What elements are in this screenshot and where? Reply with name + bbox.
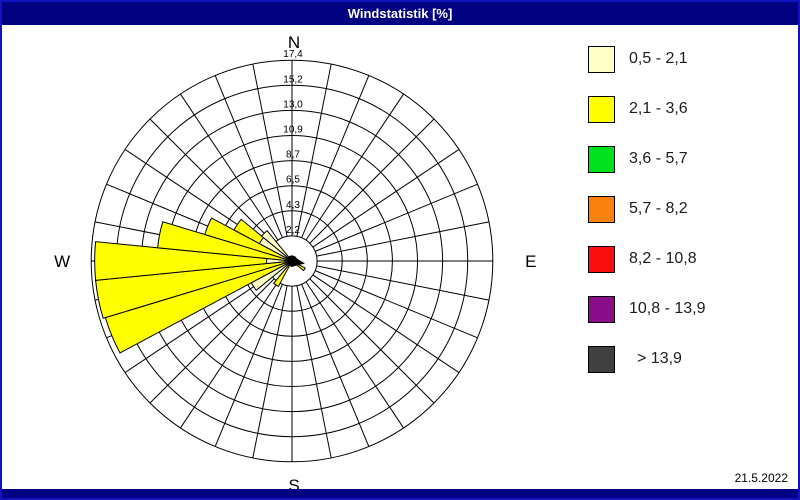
grid-spoke — [305, 93, 404, 241]
center-pointer-icon — [291, 255, 305, 267]
footer-bar — [2, 489, 798, 498]
grid-spoke — [149, 278, 275, 404]
legend-color-swatch — [588, 346, 615, 373]
grid-spoke — [296, 63, 332, 237]
grid-spoke — [301, 75, 370, 239]
windrose-bar-segment — [204, 217, 293, 262]
grid-spoke — [312, 149, 460, 248]
grid-spoke — [309, 278, 435, 404]
windrose-bar-segment — [272, 260, 293, 288]
windrose-bar-segment — [94, 241, 293, 281]
title-bar: Windstatistik [%] — [2, 2, 798, 25]
compass-label-north: N — [288, 33, 300, 52]
windrose-bar-segment — [260, 229, 293, 262]
date-stamp: 21.5.2022 — [734, 471, 788, 485]
window-title: Windstatistik [%] — [347, 6, 453, 21]
legend-color-swatch — [588, 296, 615, 323]
ring-value-label: 17,4 — [283, 49, 303, 60]
legend-color-swatch — [588, 146, 615, 173]
legend-label: 5,7 - 8,2 — [629, 200, 688, 217]
compass-label-south: S — [288, 476, 299, 495]
legend-label: 3,6 - 5,7 — [629, 150, 688, 167]
compass-label-east: E — [525, 252, 536, 271]
ring-value-label: 10,9 — [283, 125, 303, 136]
grid-spoke — [214, 283, 283, 447]
grid-spoke — [149, 118, 275, 244]
grid-spoke — [296, 285, 332, 459]
compass-label-west: W — [54, 252, 70, 271]
ring-value-label: 2,2 — [286, 225, 300, 236]
legend-label: 2,1 - 3,6 — [629, 100, 688, 117]
ring-value-label: 4,3 — [286, 200, 300, 211]
ring-value-label: 13,0 — [283, 99, 303, 110]
ring-value-label: 8,7 — [286, 150, 300, 161]
legend-color-swatch — [588, 196, 615, 223]
grid-spoke — [314, 270, 478, 339]
grid-spoke — [301, 283, 370, 447]
grid-spoke — [214, 75, 283, 239]
legend-color-swatch — [588, 246, 615, 273]
legend-label: 8,2 - 10,8 — [629, 250, 697, 267]
legend-label: 10,8 - 13,9 — [629, 300, 706, 317]
legend-label: 0,5 - 2,1 — [629, 50, 688, 67]
grid-spoke — [314, 183, 478, 252]
legend-color-swatch — [588, 46, 615, 73]
grid-spoke — [316, 265, 490, 301]
grid-spoke — [312, 274, 460, 373]
grid-spoke — [252, 63, 288, 237]
grid-spoke — [124, 274, 272, 373]
grid-spoke — [305, 281, 404, 429]
legend-label: > 13,9 — [637, 350, 682, 367]
legend-color-swatch — [588, 96, 615, 123]
grid-spoke — [180, 93, 279, 241]
grid-spoke — [309, 118, 435, 244]
grid-spoke — [252, 285, 288, 459]
ring-value-label: 6,5 — [286, 175, 300, 186]
ring-value-label: 15,2 — [283, 74, 303, 85]
grid-spoke — [316, 221, 490, 257]
grid-spoke — [180, 281, 279, 429]
